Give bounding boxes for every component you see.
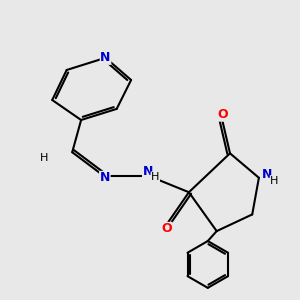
Text: H: H bbox=[270, 176, 279, 186]
Text: N: N bbox=[100, 51, 111, 64]
Text: N: N bbox=[142, 165, 153, 178]
Text: N: N bbox=[262, 168, 272, 181]
Text: H: H bbox=[40, 153, 49, 163]
Text: H: H bbox=[151, 172, 160, 182]
Text: N: N bbox=[100, 172, 110, 184]
Text: O: O bbox=[161, 222, 172, 236]
Text: O: O bbox=[217, 108, 227, 121]
